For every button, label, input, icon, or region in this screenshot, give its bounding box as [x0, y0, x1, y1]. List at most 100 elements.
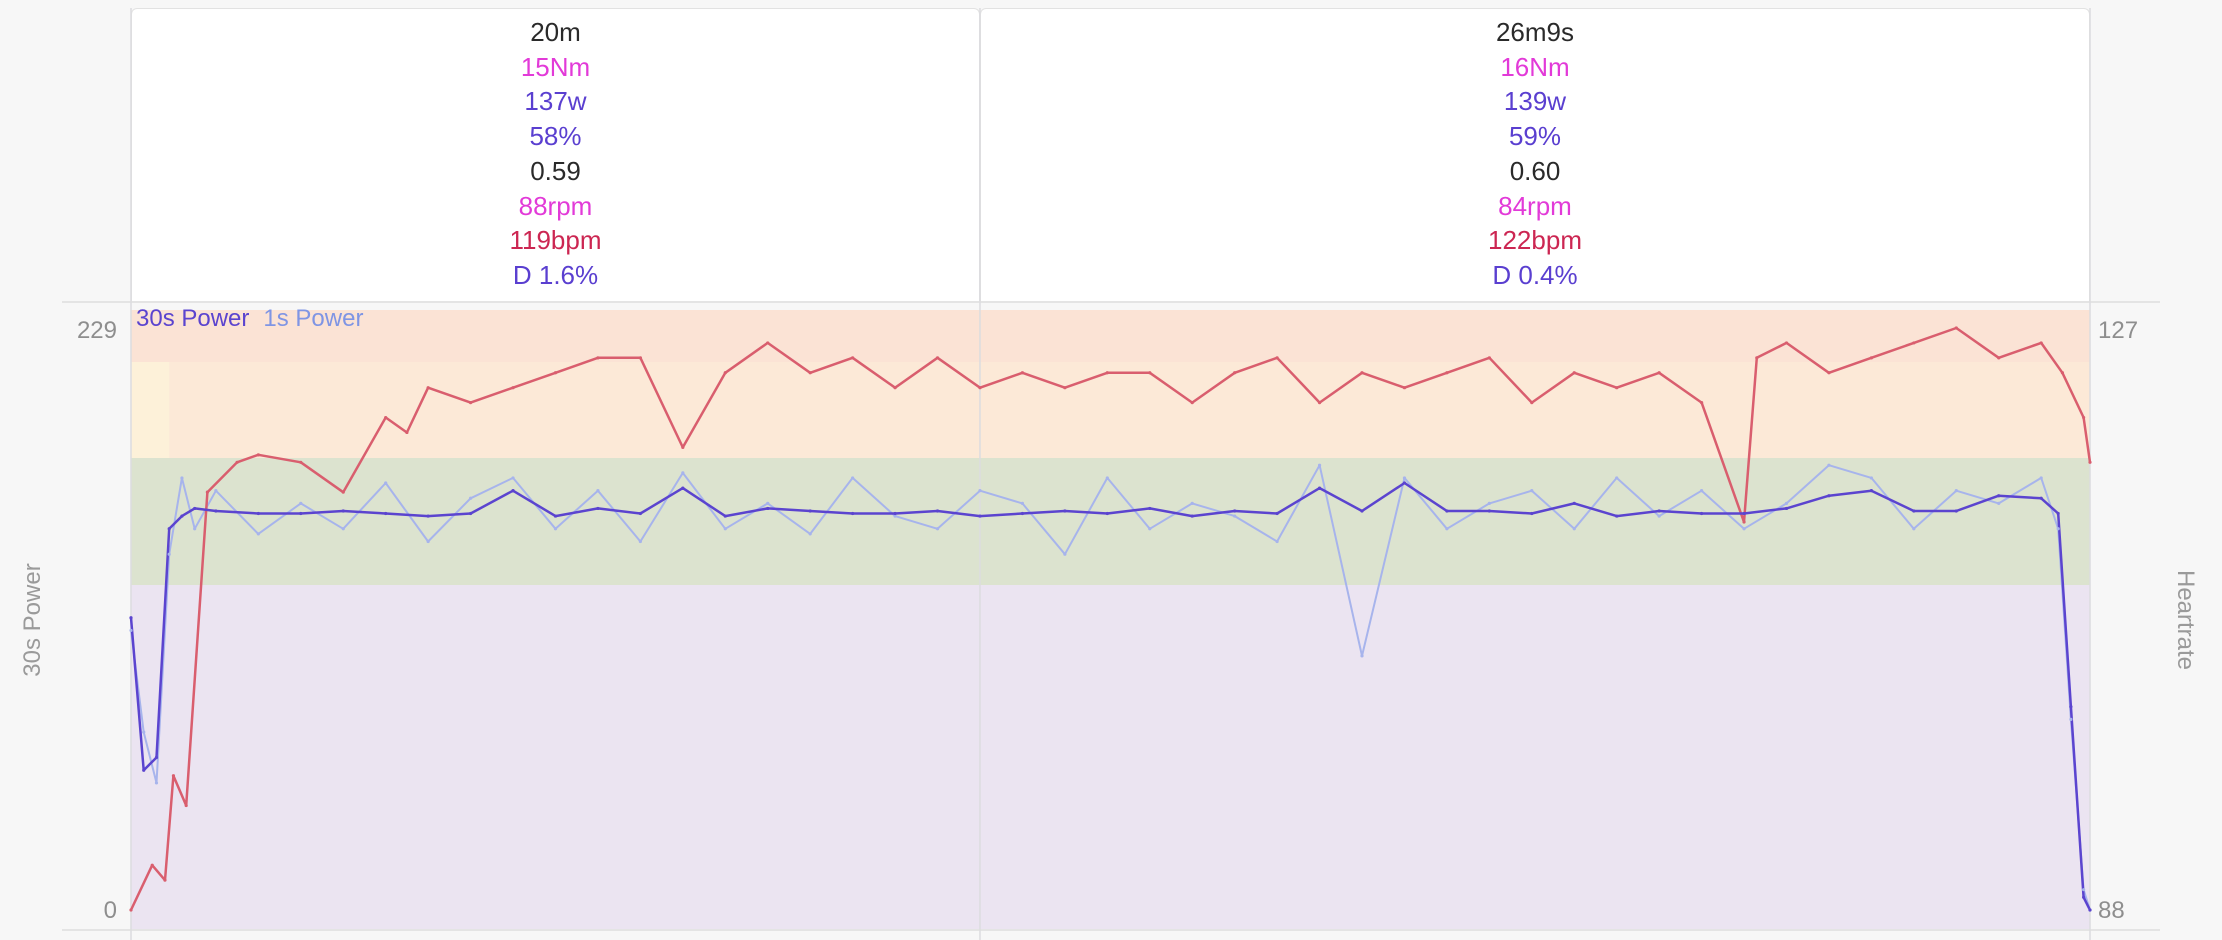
interval-decoupling: D 1.6% — [512, 259, 599, 290]
data-point-heartrate — [1530, 401, 1534, 405]
data-point-1s-power — [167, 552, 171, 556]
data-point-30s-power — [1105, 511, 1109, 516]
data-point-30s-power — [2082, 895, 2086, 899]
data-point-heartrate — [129, 908, 133, 912]
data-point-1s-power — [1487, 501, 1491, 505]
data-point-30s-power — [341, 509, 345, 513]
data-point-30s-power — [468, 511, 473, 516]
data-point-1s-power — [193, 527, 197, 531]
data-point-heartrate — [1699, 401, 1704, 405]
data-point-1s-power — [766, 501, 770, 505]
data-point-heartrate — [1233, 371, 1237, 375]
data-point-1s-power — [468, 496, 473, 500]
data-point-30s-power — [1572, 501, 1576, 505]
data-point-heartrate — [978, 386, 982, 390]
data-point-1s-power — [2056, 527, 2060, 531]
data-point-heartrate — [171, 774, 176, 778]
data-point-1s-power — [1657, 514, 1661, 518]
interval-intensity: 0.60 — [1509, 155, 1561, 186]
data-point-30s-power — [723, 514, 727, 518]
data-point-heartrate — [256, 453, 260, 457]
data-point-1s-power — [1615, 476, 1619, 480]
legend-30s-power[interactable]: 30s Power — [136, 305, 249, 332]
data-point-heartrate — [723, 371, 727, 375]
data-point-30s-power — [1020, 511, 1025, 516]
data-point-1s-power — [1912, 527, 1916, 531]
data-point-1s-power — [1869, 476, 1873, 480]
power-zone-bands — [131, 310, 2090, 930]
legend-1s-power[interactable]: 1s Power — [263, 305, 363, 332]
interval-dividers — [130, 8, 2091, 940]
data-point-1s-power — [553, 527, 558, 531]
chart-points — [129, 326, 2092, 912]
data-point-1s-power — [2039, 476, 2043, 480]
data-point-30s-power — [299, 511, 303, 516]
data-point-1s-power — [214, 489, 218, 493]
data-point-30s-power — [1530, 511, 1534, 516]
data-point-30s-power — [766, 506, 770, 511]
data-point-1s-power — [1997, 501, 2001, 505]
data-point-1s-power — [142, 730, 146, 734]
data-point-30s-power — [214, 509, 218, 513]
data-point-heartrate — [766, 341, 770, 345]
data-point-30s-power — [384, 511, 388, 516]
data-point-heartrate — [205, 490, 210, 494]
data-point-1s-power — [1742, 527, 1746, 531]
data-point-30s-power — [978, 514, 982, 518]
data-point-heartrate — [1869, 356, 1873, 360]
data-point-1s-power — [256, 532, 260, 536]
data-point-1s-power — [1954, 489, 1958, 493]
interval-duration: 20m — [530, 17, 581, 47]
data-point-30s-power — [553, 514, 558, 518]
data-point-30s-power — [1912, 509, 1916, 513]
data-point-30s-power — [167, 527, 171, 531]
data-point-1s-power — [384, 481, 388, 485]
data-point-heartrate — [299, 460, 303, 464]
data-point-1s-power — [596, 489, 600, 493]
data-point-30s-power — [1402, 481, 1407, 485]
data-point-heartrate — [163, 878, 167, 882]
data-point-heartrate — [405, 430, 409, 435]
interval-power: 139w — [1503, 86, 1567, 117]
zone-band-green — [131, 458, 2090, 585]
data-point-30s-power — [1063, 509, 1067, 513]
data-point-heartrate — [1742, 520, 1746, 524]
interval-torque: 16Nm — [1500, 51, 1570, 82]
y-right-tick-min: 88 — [2098, 897, 2125, 924]
data-point-1s-power — [1784, 501, 1789, 505]
zone-band-low — [131, 585, 2090, 930]
data-point-30s-power — [1445, 509, 1449, 513]
data-point-heartrate — [235, 460, 239, 464]
zone-band-orange — [169, 362, 2090, 458]
data-point-heartrate — [935, 356, 940, 360]
data-point-heartrate — [1445, 371, 1449, 375]
data-point-30s-power — [596, 506, 600, 511]
data-point-1s-power — [1105, 476, 1109, 480]
data-point-1s-power — [1063, 552, 1067, 556]
data-point-30s-power — [2069, 705, 2073, 709]
interval-duration: 26m9s — [1495, 17, 1575, 47]
data-point-1s-power — [1317, 463, 1322, 467]
interval-summary-2[interactable]: 26m9s 16Nm 139w 59% 0.60 84rpm 122bpm D … — [980, 8, 2090, 301]
data-point-1s-power — [1572, 527, 1576, 531]
data-point-heartrate — [1360, 371, 1364, 375]
data-point-1s-power — [681, 471, 685, 475]
y-right-tick-max: 127 — [2098, 317, 2138, 344]
interval-cadence: 88rpm — [518, 190, 593, 221]
data-point-1s-power — [723, 527, 727, 531]
data-point-heartrate — [2082, 415, 2086, 420]
data-point-heartrate — [1190, 401, 1194, 405]
data-point-heartrate — [511, 386, 515, 390]
data-point-30s-power — [1827, 494, 1831, 498]
interval-decoupling: D 0.4% — [1492, 259, 1578, 290]
series-line-30s-power — [129, 481, 2092, 911]
data-point-30s-power — [1233, 509, 1237, 513]
data-point-30s-power — [1784, 506, 1789, 511]
data-point-30s-power — [129, 616, 133, 620]
data-point-heartrate — [426, 386, 430, 390]
data-point-1s-power — [299, 501, 303, 505]
data-point-1s-power — [154, 781, 159, 785]
interval-summary-1[interactable]: 20m 15Nm 137w 58% 0.59 88rpm 119bpm D 1.… — [131, 8, 980, 301]
data-point-heartrate — [1487, 356, 1491, 360]
